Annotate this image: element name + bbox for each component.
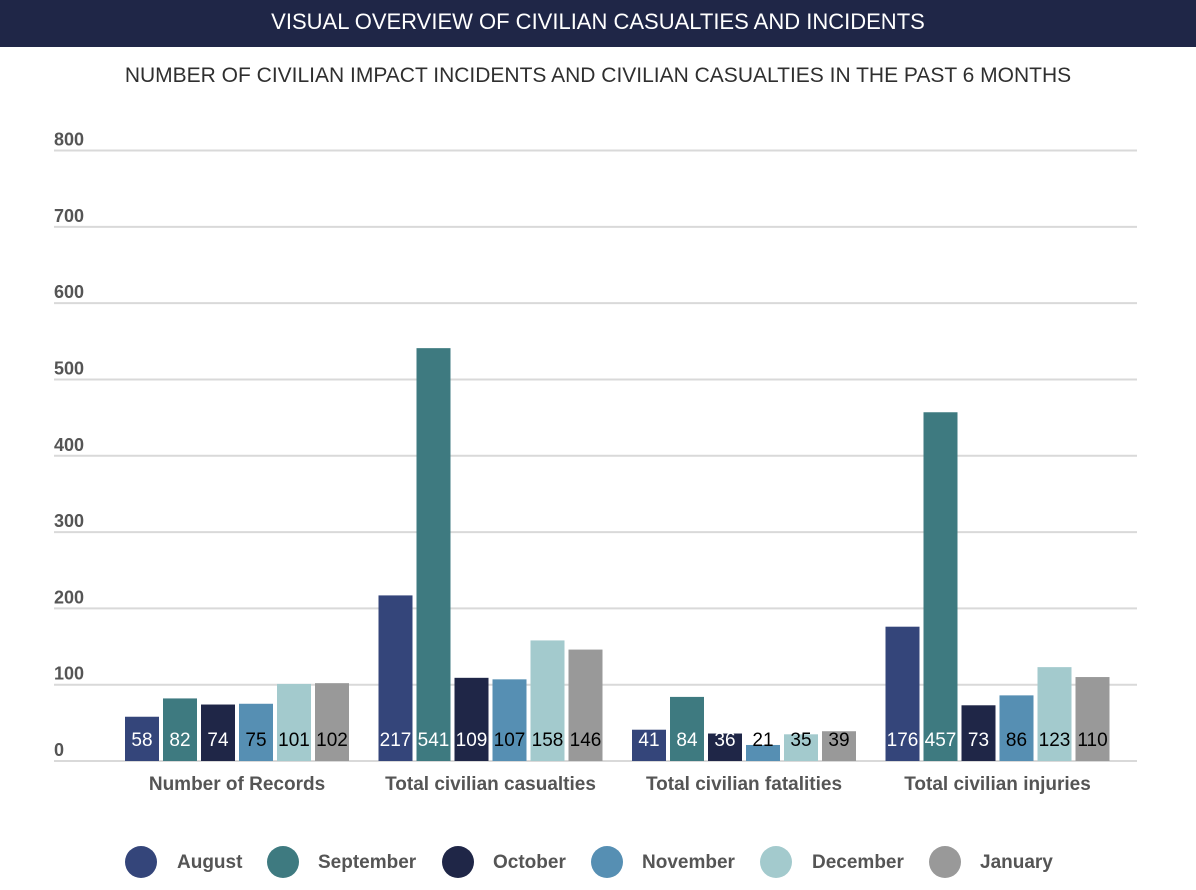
data-labels: 58 82 74 75 101 102 217 541 109 107 158 146 41 84 36 21… — [131, 730, 1107, 751]
banner-title: VISUAL OVERVIEW OF CIVILIAN CASUALTIES A… — [0, 0, 1196, 47]
data-label: 84 — [676, 730, 698, 751]
bar-january — [315, 683, 349, 761]
bar-august — [632, 729, 666, 761]
y-tick-label: 200 — [54, 587, 84, 607]
data-label: 101 — [278, 730, 310, 751]
data-label: 217 — [380, 730, 412, 751]
x-category-label: Total civilian injuries — [904, 774, 1091, 795]
bar-august — [378, 595, 413, 761]
legend-swatch — [125, 846, 157, 878]
y-tick-label: 500 — [54, 358, 84, 378]
legend: August September October November December Ja… — [125, 846, 1053, 878]
bar-november — [999, 695, 1034, 761]
bar-september — [923, 412, 958, 761]
data-label: 158 — [532, 730, 564, 751]
data-label: 110 — [1077, 730, 1107, 751]
bar-september — [163, 698, 197, 761]
bar-september — [416, 348, 451, 761]
legend-label: January — [980, 852, 1053, 873]
y-tick-label: 700 — [54, 206, 84, 226]
y-tick-label: 100 — [54, 664, 84, 684]
data-label: 176 — [887, 730, 919, 751]
legend-label: October — [493, 852, 566, 873]
bar-october — [201, 704, 235, 761]
y-tick-label: 300 — [54, 511, 84, 531]
bar-october — [454, 677, 489, 761]
data-label: 541 — [418, 730, 450, 751]
legend-label: December — [812, 852, 904, 873]
data-label: 146 — [570, 730, 602, 751]
bar-november — [492, 679, 527, 761]
data-label: 41 — [638, 730, 659, 751]
data-label: 82 — [169, 730, 190, 751]
legend-item-november: November — [591, 846, 736, 878]
bar-october — [961, 705, 996, 761]
legend-item-january: January — [929, 846, 1053, 878]
legend-item-october: October — [442, 846, 566, 878]
legend-swatch — [442, 846, 474, 878]
data-label: 109 — [456, 730, 488, 751]
data-label: 74 — [207, 730, 229, 751]
bar-december — [784, 734, 818, 761]
x-category-label: Total civilian casualties — [385, 774, 596, 795]
bar-january — [568, 649, 603, 761]
y-tick-label: 800 — [54, 130, 84, 150]
y-tick-label: 0 — [54, 740, 64, 760]
legend-swatch — [760, 846, 792, 878]
legend-swatch — [267, 846, 299, 878]
x-category-label: Total civilian fatalities — [646, 774, 842, 795]
bar-november — [239, 703, 273, 761]
legend-item-august: August — [125, 846, 243, 878]
bar-december — [530, 640, 565, 761]
legend-item-december: December — [760, 846, 904, 878]
data-label: 39 — [828, 730, 849, 751]
bar-november — [746, 744, 780, 761]
x-category-label: Number of Records — [149, 774, 325, 795]
chart-title: NUMBER OF CIVILIAN IMPACT INCIDENTS AND … — [124, 64, 1072, 87]
legend-swatch — [591, 846, 623, 878]
y-tick-label: 400 — [54, 435, 84, 455]
bars — [125, 348, 1110, 761]
data-label: 73 — [968, 730, 989, 751]
bar-september — [670, 696, 704, 761]
bar-august — [885, 626, 920, 761]
y-axis-ticks: 0 100 200 300 400 500 600 700 800 — [54, 130, 84, 761]
bar-october — [708, 733, 742, 761]
data-label: 102 — [316, 730, 348, 751]
data-label: 86 — [1006, 730, 1027, 751]
y-tick-label: 600 — [54, 282, 84, 302]
legend-label: November — [642, 852, 736, 873]
data-label: 107 — [494, 730, 526, 751]
bar-august — [125, 716, 159, 761]
bar-january — [822, 731, 856, 761]
x-axis-categories: Number of Records Total civilian casualti… — [149, 774, 1091, 795]
data-label: 75 — [245, 730, 266, 751]
legend-swatch — [929, 846, 961, 878]
data-label: 36 — [714, 730, 735, 751]
bar-january — [1075, 677, 1110, 761]
bar-december — [277, 683, 311, 761]
legend-label: August — [177, 852, 243, 873]
data-label: 457 — [925, 730, 957, 751]
data-label: 21 — [752, 730, 773, 751]
legend-item-september: September — [267, 846, 417, 878]
data-label: 58 — [131, 730, 152, 751]
legend-label: September — [318, 852, 417, 873]
bar-december — [1037, 667, 1072, 761]
data-label: 123 — [1039, 730, 1071, 751]
data-label: 35 — [790, 730, 811, 751]
